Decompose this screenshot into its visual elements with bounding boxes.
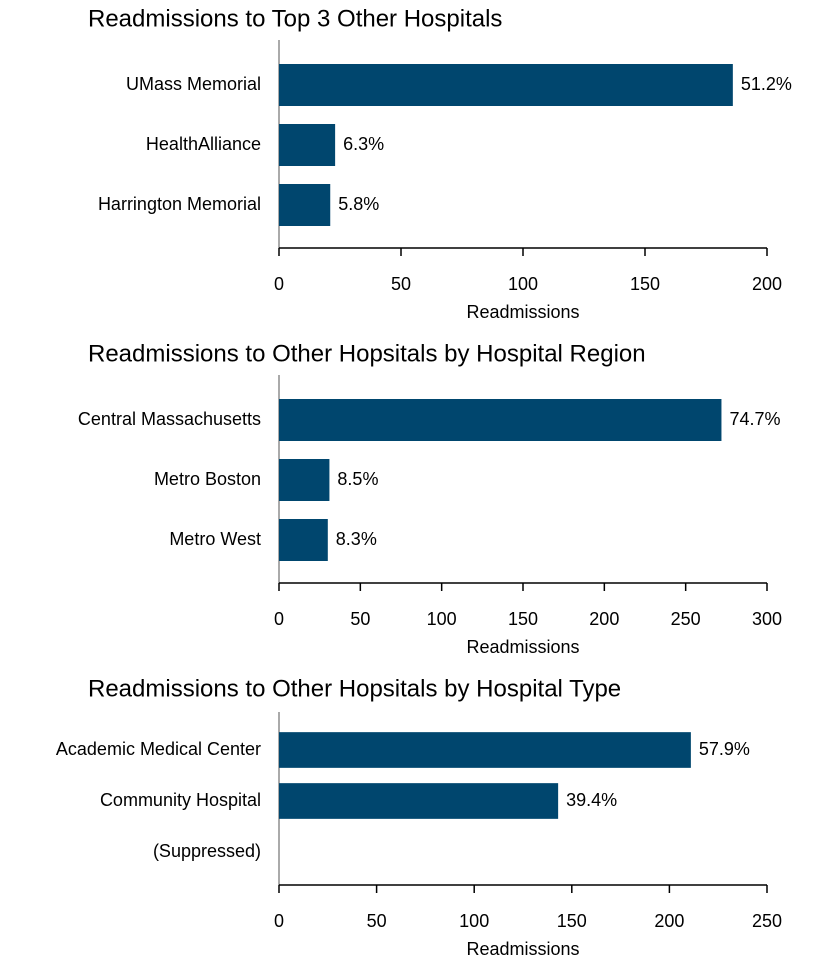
value-label: 8.3% [336, 529, 377, 549]
x-tick-label: 0 [274, 609, 284, 629]
y-tick-label: HealthAlliance [146, 134, 261, 154]
x-tick-label: 200 [589, 609, 619, 629]
bar [279, 184, 331, 226]
y-tick-label: Central Massachusetts [78, 409, 261, 429]
x-tick-label: 200 [654, 911, 684, 931]
x-tick-label: 100 [427, 609, 457, 629]
chart-title: Readmissions to Other Hopsitals by Hospi… [88, 675, 621, 702]
x-tick-label: 50 [367, 911, 387, 931]
y-tick-label: Harrington Memorial [98, 194, 261, 214]
value-label: 5.8% [338, 194, 379, 214]
x-tick-label: 150 [630, 274, 660, 294]
x-tick-label: 0 [274, 274, 284, 294]
bar [279, 124, 336, 166]
value-label: 51.2% [741, 74, 792, 94]
value-label: 57.9% [699, 739, 750, 759]
x-tick-label: 150 [557, 911, 587, 931]
value-label: 6.3% [343, 134, 384, 154]
y-tick-label: UMass Memorial [126, 74, 261, 94]
bar [279, 732, 691, 768]
x-tick-label: 250 [752, 911, 782, 931]
bar [279, 399, 722, 441]
y-tick-label: Academic Medical Center [56, 739, 261, 759]
x-tick-label: 250 [671, 609, 701, 629]
x-tick-label: 0 [274, 911, 284, 931]
x-tick-label: 300 [752, 609, 782, 629]
x-tick-label: 50 [350, 609, 370, 629]
value-label: 8.5% [337, 469, 378, 489]
bar [279, 783, 559, 819]
y-tick-label: Metro West [169, 529, 261, 549]
chart-title: Readmissions to Other Hopsitals by Hospi… [88, 340, 646, 367]
value-label: 39.4% [566, 790, 617, 810]
y-tick-label: Metro Boston [154, 469, 261, 489]
bar [279, 459, 330, 501]
x-tick-label: 150 [508, 609, 538, 629]
bar [279, 519, 328, 561]
x-axis-label: Readmissions [466, 302, 579, 322]
y-tick-label: (Suppressed) [153, 841, 261, 861]
chart-title: Readmissions to Top 3 Other Hospitals [88, 5, 502, 32]
x-tick-label: 200 [752, 274, 782, 294]
x-axis-label: Readmissions [466, 939, 579, 959]
x-tick-label: 100 [459, 911, 489, 931]
x-tick-label: 100 [508, 274, 538, 294]
bar [279, 64, 733, 106]
value-label: 74.7% [729, 409, 780, 429]
x-axis-label: Readmissions [466, 637, 579, 657]
x-tick-label: 50 [391, 274, 411, 294]
y-tick-label: Community Hospital [100, 790, 261, 810]
